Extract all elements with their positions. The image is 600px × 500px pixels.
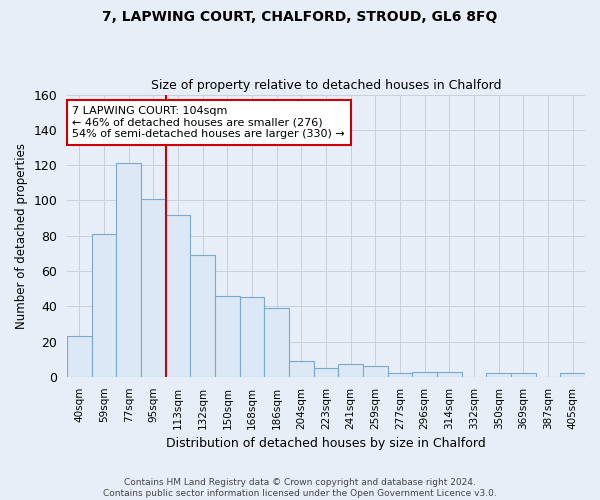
Text: Contains HM Land Registry data © Crown copyright and database right 2024.
Contai: Contains HM Land Registry data © Crown c… — [103, 478, 497, 498]
Bar — [338, 364, 363, 377]
Bar — [265, 308, 289, 377]
Bar — [560, 374, 585, 377]
Bar — [511, 374, 536, 377]
Bar — [190, 255, 215, 377]
Bar — [240, 298, 265, 377]
Title: Size of property relative to detached houses in Chalford: Size of property relative to detached ho… — [151, 79, 502, 92]
Bar — [141, 198, 166, 377]
X-axis label: Distribution of detached houses by size in Chalford: Distribution of detached houses by size … — [166, 437, 486, 450]
Text: 7, LAPWING COURT, CHALFORD, STROUD, GL6 8FQ: 7, LAPWING COURT, CHALFORD, STROUD, GL6 … — [103, 10, 497, 24]
Bar — [363, 366, 388, 377]
Y-axis label: Number of detached properties: Number of detached properties — [15, 142, 28, 328]
Bar — [215, 296, 240, 377]
Bar — [67, 336, 92, 377]
Bar — [92, 234, 116, 377]
Bar — [412, 372, 437, 377]
Bar — [388, 374, 412, 377]
Text: 7 LAPWING COURT: 104sqm
← 46% of detached houses are smaller (276)
54% of semi-d: 7 LAPWING COURT: 104sqm ← 46% of detache… — [73, 106, 345, 139]
Bar — [487, 374, 511, 377]
Bar — [437, 372, 462, 377]
Bar — [116, 164, 141, 377]
Bar — [289, 361, 314, 377]
Bar — [166, 214, 190, 377]
Bar — [314, 368, 338, 377]
